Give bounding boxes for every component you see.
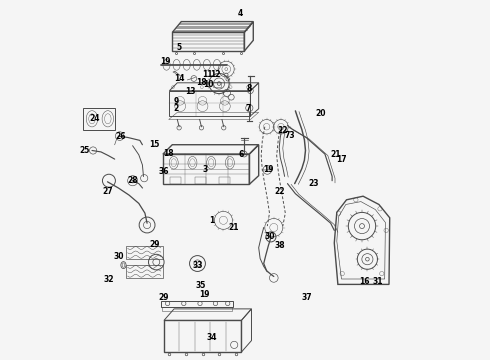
Text: 19: 19 [199, 290, 210, 299]
Text: 29: 29 [159, 292, 169, 302]
Text: 23: 23 [309, 179, 319, 188]
Text: 20: 20 [316, 109, 326, 118]
Text: 21: 21 [228, 223, 239, 232]
Text: 28: 28 [127, 176, 138, 185]
Text: 19: 19 [263, 166, 273, 175]
Text: 34: 34 [207, 333, 217, 342]
Text: 31: 31 [372, 277, 383, 286]
Text: 7: 7 [246, 104, 251, 113]
Text: 73: 73 [285, 131, 295, 140]
Text: 3: 3 [202, 166, 207, 175]
Text: 4: 4 [238, 9, 244, 18]
Text: 5: 5 [177, 43, 182, 52]
Text: 26: 26 [116, 132, 126, 141]
Text: 19: 19 [161, 58, 171, 67]
Text: 30: 30 [264, 233, 275, 242]
Text: 36: 36 [159, 166, 169, 176]
Text: 21: 21 [330, 150, 341, 159]
Text: 6: 6 [238, 150, 244, 159]
Text: 24: 24 [89, 114, 100, 122]
Text: 22: 22 [277, 126, 288, 135]
Text: 37: 37 [302, 292, 312, 302]
Text: 11: 11 [202, 71, 213, 80]
Text: 18: 18 [163, 149, 174, 158]
Text: 30: 30 [113, 252, 123, 261]
Text: 2: 2 [173, 104, 178, 113]
Text: 22: 22 [274, 187, 285, 196]
Text: 8: 8 [246, 84, 252, 93]
Text: 38: 38 [275, 241, 286, 250]
Text: 25: 25 [79, 146, 90, 155]
Text: 1: 1 [209, 216, 215, 225]
Text: 18: 18 [196, 78, 207, 87]
Text: 17: 17 [336, 155, 347, 163]
Text: 15: 15 [149, 140, 159, 149]
Text: 9: 9 [174, 97, 179, 106]
Text: 32: 32 [104, 275, 114, 284]
Text: 12: 12 [210, 71, 221, 80]
Text: 16: 16 [359, 277, 370, 286]
Text: 35: 35 [196, 281, 206, 289]
Text: 14: 14 [174, 74, 185, 83]
Text: 13: 13 [185, 87, 196, 96]
Text: 10: 10 [203, 81, 214, 90]
Text: 29: 29 [149, 240, 160, 248]
Text: 27: 27 [102, 187, 113, 196]
Text: 33: 33 [192, 261, 203, 270]
